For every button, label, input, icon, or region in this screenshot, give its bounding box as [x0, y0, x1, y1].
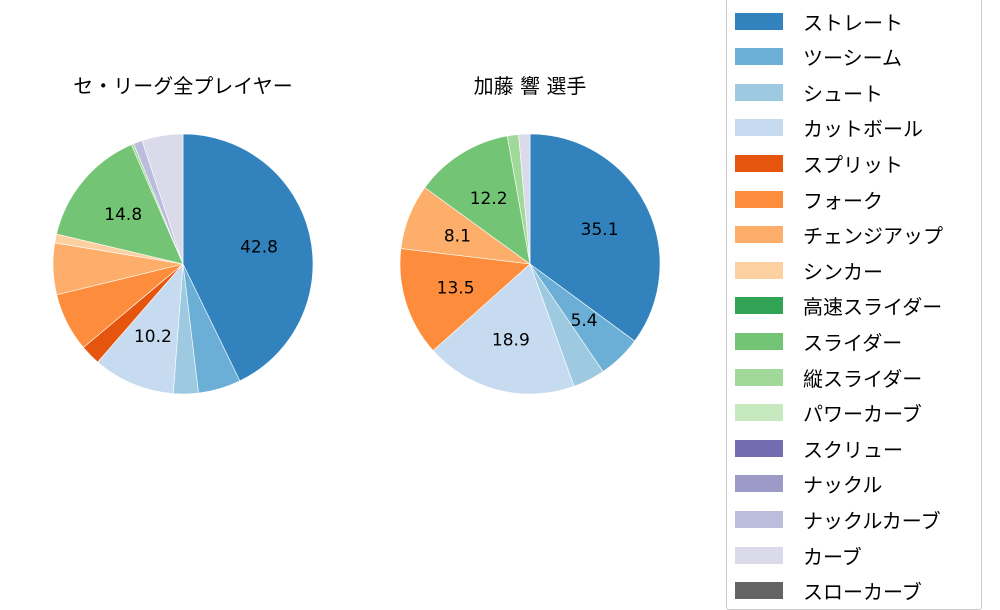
legend-item: ツーシーム [735, 45, 902, 71]
slice-value-label: 12.2 [470, 189, 508, 209]
legend-label: スクリュー [803, 437, 903, 462]
slice-value-label: 8.1 [444, 227, 471, 247]
legend-item: シュート [735, 80, 883, 106]
legend-item: 縦スライダー [735, 365, 923, 391]
pie-slice [518, 133, 531, 265]
legend-label: カーブ [803, 544, 862, 569]
legend-label: 高速スライダー [803, 295, 943, 320]
legend-label: パワーカーブ [803, 402, 922, 427]
legend-swatch-icon [735, 404, 783, 422]
legend-swatch-icon [735, 226, 783, 244]
legend-label: スライダー [803, 330, 903, 355]
league-pie: 42.8 10.2 14.8 [52, 133, 314, 395]
legend-label: スプリット [803, 152, 903, 177]
legend-label: フォーク [803, 188, 883, 213]
legend-swatch-icon [735, 582, 783, 600]
legend-item: スライダー [735, 329, 903, 355]
legend-swatch-icon [735, 297, 783, 315]
legend-swatch-icon [735, 83, 783, 101]
legend-swatch-icon [735, 190, 783, 208]
legend-swatch-icon [735, 119, 783, 137]
legend-label: シンカー [803, 259, 883, 284]
legend-item: スクリュー [735, 436, 903, 462]
legend-swatch-icon [735, 332, 783, 350]
slice-value-label: 13.5 [437, 278, 475, 298]
legend-item: ナックルカーブ [735, 507, 941, 533]
pie-slice [141, 133, 184, 265]
legend-swatch-icon [735, 510, 783, 528]
legend-swatch-icon [735, 368, 783, 386]
legend-item: スローカーブ [735, 579, 922, 605]
legend-swatch-icon [735, 475, 783, 493]
pie-slice [432, 263, 575, 395]
slice-value-label: 42.8 [240, 238, 278, 258]
legend: ストレートツーシームシュートカットボール スプリットフォークチェンジアップ シンカー… [726, 0, 982, 610]
legend-swatch-icon [735, 48, 783, 66]
legend-swatch-icon [735, 154, 783, 172]
pie-slice [424, 135, 531, 265]
legend-item: カットボール [735, 116, 923, 142]
legend-label: チェンジアップ [803, 224, 943, 249]
pie-slice [56, 144, 184, 265]
pie-slice [97, 263, 184, 394]
legend-item: フォーク [735, 187, 883, 213]
slice-value-label: 5.4 [571, 311, 598, 331]
left-chart-title: セ・リーグ全プレイヤー [73, 74, 293, 98]
legend-swatch-icon [735, 261, 783, 279]
legend-label: ナックルカーブ [803, 508, 941, 533]
legend-item: 高速スライダー [735, 294, 943, 320]
legend-label: カットボール [803, 117, 923, 142]
legend-item: チェンジアップ [735, 223, 943, 249]
legend-item: シンカー [735, 258, 883, 284]
legend-item: ナックル [735, 472, 883, 498]
legend-item: パワーカーブ [735, 401, 922, 427]
legend-label: ストレート [803, 10, 903, 35]
slice-value-label: 10.2 [134, 327, 172, 347]
legend-item: スプリット [735, 151, 903, 177]
legend-swatch-icon [735, 439, 783, 457]
pie-charts: 42.8 10.2 14.8 35.1 5.4 18.9 13.5 8.1 12.2 [52, 133, 661, 395]
pie-slice [399, 248, 531, 352]
legend-item: ストレート [735, 9, 903, 35]
legend-label: シュート [803, 81, 883, 106]
pie-slice [529, 133, 661, 342]
slice-value-label: 18.9 [492, 331, 530, 351]
legend-item: カーブ [735, 543, 862, 569]
player-pie: 35.1 5.4 18.9 13.5 8.1 12.2 [399, 133, 661, 395]
slice-value-label: 35.1 [581, 220, 619, 240]
pie-slice [182, 133, 314, 382]
right-chart-title: 加藤 響 選手 [473, 74, 587, 98]
legend-label: スローカーブ [803, 580, 922, 605]
legend-label: 縦スライダー [803, 366, 923, 391]
legend-label: ツーシーム [803, 46, 902, 71]
slice-value-label: 14.8 [104, 205, 142, 225]
legend-swatch-icon [735, 546, 783, 564]
legend-label: ナックル [803, 473, 883, 498]
legend-swatch-icon [735, 12, 783, 30]
